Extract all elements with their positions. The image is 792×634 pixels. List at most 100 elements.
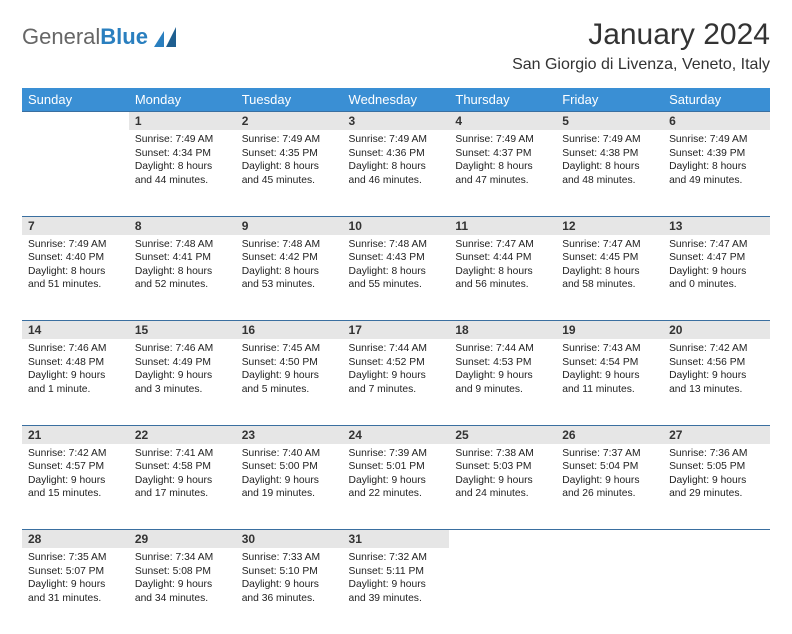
logo: GeneralBlue: [22, 18, 182, 50]
daynum-cell: 13: [663, 216, 770, 235]
daynum-row: 14151617181920: [22, 321, 770, 340]
day-cell: Sunrise: 7:47 AMSunset: 4:44 PMDaylight:…: [449, 235, 556, 321]
daynum-row: 21222324252627: [22, 425, 770, 444]
day-info-line: and 31 minutes.: [28, 592, 123, 606]
day-info-line: Sunrise: 7:48 AM: [135, 238, 230, 252]
day-info-line: Sunrise: 7:47 AM: [455, 238, 550, 252]
day-info-line: and 45 minutes.: [242, 174, 337, 188]
daynum-cell: 25: [449, 425, 556, 444]
daynum-cell: 30: [236, 530, 343, 549]
day-info: Sunrise: 7:49 AMSunset: 4:40 PMDaylight:…: [22, 235, 129, 298]
day-cell: Sunrise: 7:48 AMSunset: 4:41 PMDaylight:…: [129, 235, 236, 321]
day-info-line: Sunset: 4:58 PM: [135, 460, 230, 474]
day-number: 13: [663, 217, 770, 235]
day-cell: Sunrise: 7:42 AMSunset: 4:57 PMDaylight:…: [22, 444, 129, 530]
daynum-cell: 28: [22, 530, 129, 549]
day-info: Sunrise: 7:48 AMSunset: 4:43 PMDaylight:…: [343, 235, 450, 298]
daynum-cell: 1: [129, 112, 236, 131]
daynum-cell: 2: [236, 112, 343, 131]
daynum-cell: 27: [663, 425, 770, 444]
daynum-cell: 17: [343, 321, 450, 340]
weekday-header: Tuesday: [236, 88, 343, 112]
day-info-line: and 46 minutes.: [349, 174, 444, 188]
day-info-line: Sunset: 4:45 PM: [562, 251, 657, 265]
day-info-line: and 49 minutes.: [669, 174, 764, 188]
day-info-line: and 36 minutes.: [242, 592, 337, 606]
day-info-line: Sunset: 4:52 PM: [349, 356, 444, 370]
day-number: 6: [663, 112, 770, 130]
daynum-cell: 9: [236, 216, 343, 235]
day-info-line: Sunset: 4:47 PM: [669, 251, 764, 265]
day-info-line: Sunrise: 7:35 AM: [28, 551, 123, 565]
weekday-header: Wednesday: [343, 88, 450, 112]
daynum-row: 28293031: [22, 530, 770, 549]
daynum-cell: 21: [22, 425, 129, 444]
day-info-line: Daylight: 8 hours: [135, 265, 230, 279]
day-info-line: and 17 minutes.: [135, 487, 230, 501]
day-info-line: and 11 minutes.: [562, 383, 657, 397]
daynum-cell: [663, 530, 770, 549]
daycontent-row: Sunrise: 7:42 AMSunset: 4:57 PMDaylight:…: [22, 444, 770, 530]
day-info: Sunrise: 7:44 AMSunset: 4:53 PMDaylight:…: [449, 339, 556, 402]
daynum-cell: 14: [22, 321, 129, 340]
day-cell: Sunrise: 7:36 AMSunset: 5:05 PMDaylight:…: [663, 444, 770, 530]
day-number: 27: [663, 426, 770, 444]
day-info-line: Sunset: 5:10 PM: [242, 565, 337, 579]
day-info-line: Sunrise: 7:48 AM: [349, 238, 444, 252]
day-info-line: Sunrise: 7:39 AM: [349, 447, 444, 461]
day-info-line: Sunset: 5:08 PM: [135, 565, 230, 579]
day-info-line: and 56 minutes.: [455, 278, 550, 292]
day-number: 30: [236, 530, 343, 548]
day-info-line: and 52 minutes.: [135, 278, 230, 292]
location: San Giorgio di Livenza, Veneto, Italy: [512, 56, 770, 74]
daynum-row: 78910111213: [22, 216, 770, 235]
day-cell: [449, 548, 556, 634]
day-info-line: Sunrise: 7:45 AM: [242, 342, 337, 356]
calendar-table: SundayMondayTuesdayWednesdayThursdayFrid…: [22, 88, 770, 634]
day-info-line: Sunset: 4:57 PM: [28, 460, 123, 474]
day-info-line: Daylight: 9 hours: [135, 578, 230, 592]
day-info-line: and 34 minutes.: [135, 592, 230, 606]
day-info-line: Sunrise: 7:46 AM: [135, 342, 230, 356]
daynum-cell: 7: [22, 216, 129, 235]
day-cell: Sunrise: 7:49 AMSunset: 4:40 PMDaylight:…: [22, 235, 129, 321]
day-number: 29: [129, 530, 236, 548]
daynum-row: 123456: [22, 112, 770, 131]
day-info-line: Daylight: 9 hours: [28, 578, 123, 592]
day-info-line: and 55 minutes.: [349, 278, 444, 292]
day-info: Sunrise: 7:44 AMSunset: 4:52 PMDaylight:…: [343, 339, 450, 402]
day-info-line: Daylight: 8 hours: [562, 160, 657, 174]
day-info-line: Daylight: 8 hours: [669, 160, 764, 174]
day-info-line: and 3 minutes.: [135, 383, 230, 397]
daynum-cell: 29: [129, 530, 236, 549]
day-number: 14: [22, 321, 129, 339]
day-info-line: and 26 minutes.: [562, 487, 657, 501]
day-info-line: Sunset: 4:34 PM: [135, 147, 230, 161]
day-info-line: Sunrise: 7:49 AM: [669, 133, 764, 147]
day-cell: Sunrise: 7:46 AMSunset: 4:49 PMDaylight:…: [129, 339, 236, 425]
day-info-line: Sunrise: 7:37 AM: [562, 447, 657, 461]
day-info: Sunrise: 7:37 AMSunset: 5:04 PMDaylight:…: [556, 444, 663, 507]
day-number: 10: [343, 217, 450, 235]
daynum-cell: 16: [236, 321, 343, 340]
day-info: Sunrise: 7:49 AMSunset: 4:35 PMDaylight:…: [236, 130, 343, 193]
day-info: Sunrise: 7:47 AMSunset: 4:45 PMDaylight:…: [556, 235, 663, 298]
daynum-cell: 10: [343, 216, 450, 235]
title-block: January 2024 San Giorgio di Livenza, Ven…: [512, 18, 770, 74]
day-number: 7: [22, 217, 129, 235]
day-info: Sunrise: 7:42 AMSunset: 4:56 PMDaylight:…: [663, 339, 770, 402]
day-number: 18: [449, 321, 556, 339]
day-info-line: Daylight: 9 hours: [455, 369, 550, 383]
day-info-line: and 22 minutes.: [349, 487, 444, 501]
day-info-line: Sunset: 5:05 PM: [669, 460, 764, 474]
day-info: Sunrise: 7:33 AMSunset: 5:10 PMDaylight:…: [236, 548, 343, 611]
day-info: Sunrise: 7:49 AMSunset: 4:38 PMDaylight:…: [556, 130, 663, 193]
day-number: 25: [449, 426, 556, 444]
day-info-line: Sunrise: 7:38 AM: [455, 447, 550, 461]
day-info: Sunrise: 7:49 AMSunset: 4:36 PMDaylight:…: [343, 130, 450, 193]
day-info-line: Daylight: 9 hours: [349, 369, 444, 383]
day-info-line: Daylight: 9 hours: [669, 369, 764, 383]
day-cell: [556, 548, 663, 634]
day-number: 2: [236, 112, 343, 130]
logo-text: GeneralBlue: [22, 24, 148, 50]
